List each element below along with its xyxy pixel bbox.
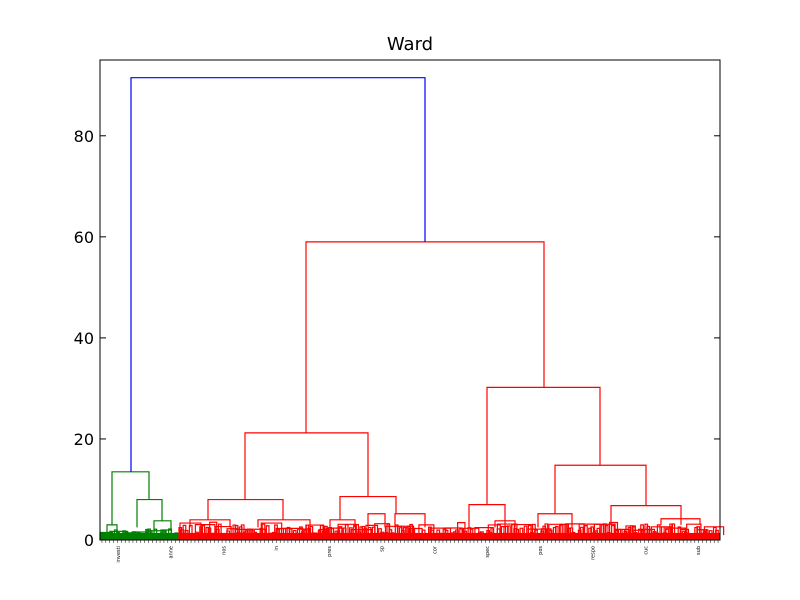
red-sub-link-26 <box>474 527 494 536</box>
leaf-label-11: sub <box>696 546 702 555</box>
y-tick-label-1: 20 <box>74 430 94 449</box>
red-sub-link-12 <box>318 528 329 536</box>
leaf-label-7: spec <box>485 546 491 558</box>
red-merge-1 <box>189 519 231 528</box>
red-sub-link-8 <box>275 527 287 536</box>
red-leaf-link-19 <box>217 523 222 540</box>
red-merge-2 <box>257 519 311 528</box>
red-sub-link-35 <box>578 523 601 536</box>
y-tick-label-3: 60 <box>74 228 94 247</box>
red-leaf-link-208 <box>611 524 615 540</box>
leaf-label-10: cuc <box>643 546 649 555</box>
red-sub-link-10 <box>297 528 310 536</box>
leaf-label-2: nos <box>221 546 227 555</box>
red-merge-rrb2 <box>660 518 701 525</box>
red-sub-link-20 <box>408 527 423 536</box>
red-sub-link-29 <box>511 523 534 536</box>
red-merge-rr <box>554 464 647 514</box>
green-merge-c <box>136 498 163 528</box>
leaf-label-6: cor <box>432 545 438 554</box>
y-tick-label-2: 40 <box>74 329 94 348</box>
red-sub-link-6 <box>247 528 267 536</box>
red-sub-link-13 <box>325 527 343 536</box>
red-sub-link-11 <box>305 524 325 536</box>
red-sub-link-19 <box>396 525 415 536</box>
red-sub-link-4 <box>226 528 239 536</box>
red-merge-top <box>305 241 545 433</box>
red-sub-link-33 <box>559 523 568 536</box>
red-sub-link-44 <box>679 528 690 536</box>
red-merge-rrb <box>610 505 682 525</box>
y-tick-label-0: 0 <box>84 531 94 550</box>
red-sub-link-18 <box>384 525 403 536</box>
plot-frame <box>99 59 721 541</box>
red-sub-link-43 <box>665 527 687 536</box>
red-merge-lla <box>207 498 284 520</box>
red-sub-link-41 <box>641 528 656 536</box>
red-merge-ll <box>244 432 369 500</box>
red-sub-link-15 <box>350 529 373 536</box>
red-merge-rlb <box>494 520 516 528</box>
red-sub-link-5 <box>234 528 253 536</box>
red-sub-link-38 <box>615 528 630 536</box>
leaf-label-9: respo <box>591 546 597 560</box>
red-sub-link-30 <box>526 528 548 536</box>
red-sub-link-2 <box>209 521 218 536</box>
red-sub-link-31 <box>540 528 552 536</box>
red-sub-link-27 <box>487 524 501 536</box>
red-sub-link-23 <box>444 527 463 536</box>
leaf-label-0: investi <box>116 546 122 563</box>
red-sub-link-34 <box>565 523 585 536</box>
red-sub-link-21 <box>418 524 435 536</box>
blue-merge-root <box>130 77 426 472</box>
red-sub-link-40 <box>632 529 646 536</box>
red-leaf-link-5 <box>188 524 193 540</box>
red-leaf-link-40 <box>261 523 266 540</box>
red-sub-link-16 <box>365 524 379 536</box>
red-leaf-link-222 <box>640 524 644 540</box>
red-merge-rla <box>468 504 506 528</box>
red-sub-link-17 <box>374 523 390 536</box>
red-sub-link-25 <box>462 527 480 536</box>
red-merge-4 <box>367 513 386 528</box>
leaf-label-3: in <box>274 546 280 551</box>
red-merge-rl <box>486 386 601 505</box>
red-sub-link-22 <box>429 527 452 536</box>
red-leaf-link-237 <box>671 523 676 540</box>
red-merge-3 <box>329 519 356 528</box>
leaf-label-5: sp <box>380 546 386 552</box>
red-sub-link-46 <box>696 529 708 536</box>
chart-title: Ward <box>386 34 434 55</box>
green-leaf-band <box>100 532 179 540</box>
red-sub-link-3 <box>214 525 232 536</box>
red-leaf-link-176 <box>544 523 549 540</box>
red-leaf-link-11 <box>201 525 206 540</box>
leaf-label-8: pos <box>538 546 544 555</box>
red-leaf-link-195 <box>584 525 588 540</box>
red-merge-5 <box>394 513 426 528</box>
red-sub-link-9 <box>282 527 304 536</box>
red-sub-link-36 <box>593 523 616 536</box>
red-sub-link-47 <box>703 526 725 536</box>
leaf-label-4: pres <box>327 546 333 557</box>
y-tick-label-4: 80 <box>74 127 94 146</box>
red-leaf-link-230 <box>656 524 661 540</box>
red-leaf-band <box>179 532 720 540</box>
red-sub-link-42 <box>650 526 672 536</box>
leaf-label-1: anne <box>169 546 175 558</box>
red-sub-link-32 <box>548 523 565 536</box>
green-merge-top <box>111 471 150 525</box>
red-sub-link-28 <box>496 523 518 536</box>
